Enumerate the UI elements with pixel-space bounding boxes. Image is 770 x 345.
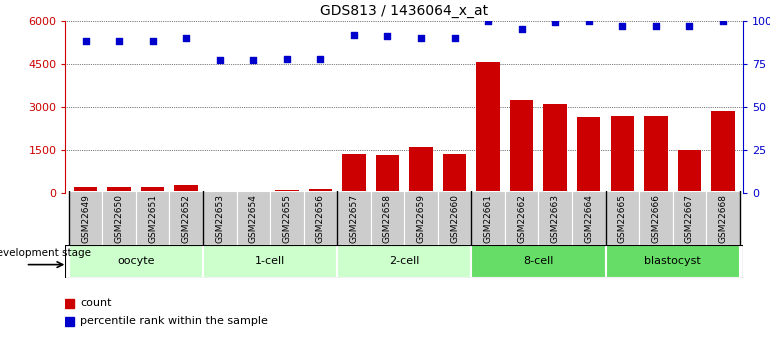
Bar [337, 191, 370, 245]
Bar [203, 245, 337, 278]
Bar [208, 191, 232, 193]
Bar [65, 299, 74, 308]
Point [247, 58, 259, 63]
Bar [410, 147, 433, 193]
Text: GSM22664: GSM22664 [584, 194, 593, 243]
Bar [706, 191, 740, 245]
Point [515, 27, 527, 32]
Point [448, 35, 460, 41]
Bar [275, 190, 299, 193]
Bar [337, 245, 471, 278]
Text: GSM22666: GSM22666 [651, 194, 661, 243]
Bar [242, 190, 265, 193]
Text: GSM22657: GSM22657 [350, 194, 358, 243]
Bar [572, 191, 605, 245]
Text: 1-cell: 1-cell [255, 256, 285, 266]
Bar [711, 111, 735, 193]
Text: GSM22658: GSM22658 [383, 194, 392, 243]
Text: GSM22652: GSM22652 [182, 194, 191, 243]
Bar [510, 100, 534, 193]
Bar [639, 191, 673, 245]
Text: GSM22653: GSM22653 [216, 194, 224, 243]
Bar [107, 187, 131, 193]
Bar [376, 155, 399, 193]
Bar [577, 117, 601, 193]
Text: GSM22665: GSM22665 [618, 194, 627, 243]
Point [348, 32, 360, 37]
Bar [102, 191, 136, 245]
Bar [673, 191, 706, 245]
Bar [203, 191, 236, 245]
Text: GSM22662: GSM22662 [517, 194, 526, 243]
Title: GDS813 / 1436064_x_at: GDS813 / 1436064_x_at [320, 4, 488, 18]
Text: GSM22651: GSM22651 [148, 194, 157, 243]
Text: GSM22650: GSM22650 [115, 194, 124, 243]
Point [146, 39, 159, 44]
Point [717, 18, 729, 23]
Bar [342, 154, 366, 193]
Bar [175, 185, 198, 193]
Text: GSM22656: GSM22656 [316, 194, 325, 243]
Bar [477, 62, 500, 193]
Point [180, 35, 192, 41]
Bar [471, 191, 505, 245]
Bar [611, 116, 634, 193]
Bar [370, 191, 404, 245]
Point [549, 20, 561, 25]
Bar [438, 191, 471, 245]
Text: GSM22659: GSM22659 [417, 194, 426, 243]
Text: GSM22654: GSM22654 [249, 194, 258, 243]
Point [415, 35, 427, 41]
Point [281, 56, 293, 61]
Point [616, 23, 628, 29]
Bar [136, 191, 169, 245]
Text: count: count [80, 298, 112, 308]
Bar [270, 191, 303, 245]
Text: GSM22661: GSM22661 [484, 194, 493, 243]
Point [79, 39, 92, 44]
Bar [404, 191, 438, 245]
Point [583, 18, 595, 23]
Text: 8-cell: 8-cell [524, 256, 554, 266]
Bar [169, 191, 203, 245]
Point [113, 39, 126, 44]
Bar [471, 245, 605, 278]
Bar [605, 191, 639, 245]
Bar [605, 245, 740, 278]
Text: GSM22667: GSM22667 [685, 194, 694, 243]
Point [314, 56, 326, 61]
Text: GSM22668: GSM22668 [718, 194, 728, 243]
Bar [69, 191, 102, 245]
Text: oocyte: oocyte [117, 256, 155, 266]
Bar [74, 187, 97, 193]
Bar [141, 187, 165, 193]
Bar [69, 245, 203, 278]
Bar [544, 104, 567, 193]
Text: GSM22660: GSM22660 [450, 194, 459, 243]
Bar [678, 150, 701, 193]
Bar [538, 191, 572, 245]
Text: GSM22663: GSM22663 [551, 194, 560, 243]
Point [482, 18, 494, 23]
Bar [505, 191, 538, 245]
Text: blastocyst: blastocyst [644, 256, 701, 266]
Point [213, 58, 226, 63]
Text: 2-cell: 2-cell [389, 256, 420, 266]
Bar [309, 189, 332, 193]
Bar [236, 191, 270, 245]
Point [650, 23, 662, 29]
Text: development stage: development stage [0, 248, 91, 258]
Point [683, 23, 695, 29]
Text: GSM22655: GSM22655 [283, 194, 291, 243]
Bar [65, 317, 74, 326]
Text: percentile rank within the sample: percentile rank within the sample [80, 316, 268, 326]
Text: GSM22649: GSM22649 [81, 194, 90, 243]
Point [381, 33, 393, 39]
Bar [644, 116, 668, 193]
Bar [443, 155, 467, 193]
Bar [303, 191, 337, 245]
